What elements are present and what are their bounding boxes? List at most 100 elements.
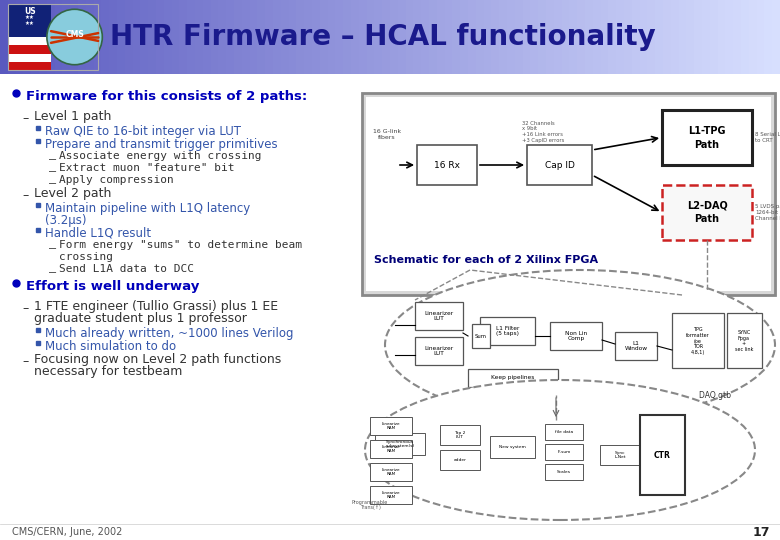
Text: Schematic for each of 2 Xilinx FPGA: Schematic for each of 2 Xilinx FPGA bbox=[374, 255, 598, 265]
Text: Scales: Scales bbox=[557, 470, 571, 474]
Bar bbox=[460, 0, 469, 74]
Bar bbox=[694, 0, 703, 74]
Bar bbox=[370, 463, 412, 481]
Bar bbox=[545, 464, 583, 480]
Text: –: – bbox=[22, 189, 28, 202]
Bar bbox=[62, 0, 71, 74]
Bar bbox=[440, 425, 480, 445]
Text: 5 LVDS pairs
1264-bit
Channel Link: 5 LVDS pairs 1264-bit Channel Link bbox=[755, 204, 780, 221]
Bar bbox=[491, 0, 500, 74]
Bar bbox=[527, 145, 592, 185]
Text: 16 Rx: 16 Rx bbox=[434, 160, 460, 170]
Bar bbox=[429, 0, 438, 74]
Text: Level 1 path: Level 1 path bbox=[34, 110, 112, 123]
Bar bbox=[727, 313, 762, 368]
Text: Programmable
Trans(↑): Programmable Trans(↑) bbox=[352, 500, 388, 510]
Bar bbox=[545, 424, 583, 440]
Bar bbox=[749, 0, 757, 74]
Bar bbox=[296, 0, 305, 74]
Bar bbox=[179, 0, 188, 74]
Bar bbox=[320, 0, 328, 74]
Bar bbox=[289, 0, 297, 74]
Text: Linearizer
LUT: Linearizer LUT bbox=[424, 346, 453, 356]
Bar bbox=[710, 0, 718, 74]
Bar bbox=[764, 0, 773, 74]
Text: Maintain pipeline with L1Q latency: Maintain pipeline with L1Q latency bbox=[45, 202, 250, 215]
Bar bbox=[662, 110, 752, 165]
Text: HTR Firmware – HCAL functionality: HTR Firmware – HCAL functionality bbox=[110, 23, 656, 51]
Text: Extract muon "feature" bit: Extract muon "feature" bit bbox=[59, 163, 235, 173]
Bar bbox=[140, 0, 149, 74]
Bar bbox=[647, 0, 656, 74]
Text: 16 G-link
fibers: 16 G-link fibers bbox=[373, 129, 401, 140]
Bar bbox=[359, 0, 367, 74]
Bar bbox=[545, 444, 583, 460]
Bar bbox=[362, 93, 775, 295]
Bar bbox=[672, 313, 724, 368]
Bar bbox=[671, 0, 679, 74]
Text: Linearize
RAM: Linearize RAM bbox=[381, 468, 400, 476]
Text: –: – bbox=[22, 355, 28, 368]
Bar bbox=[156, 0, 165, 74]
Ellipse shape bbox=[365, 380, 755, 520]
Bar bbox=[16, 0, 24, 74]
Text: L1-TPG: L1-TPG bbox=[688, 125, 725, 136]
Text: crossing: crossing bbox=[59, 252, 113, 262]
Text: Non Lin
Comp: Non Lin Comp bbox=[565, 330, 587, 341]
Bar bbox=[480, 317, 535, 345]
Text: –: – bbox=[49, 242, 56, 255]
Bar bbox=[374, 0, 383, 74]
Bar bbox=[600, 445, 640, 465]
Text: Much already written, ~1000 lines Verilog: Much already written, ~1000 lines Verilo… bbox=[45, 327, 293, 340]
Bar bbox=[366, 97, 771, 291]
Ellipse shape bbox=[385, 270, 775, 420]
Bar bbox=[109, 0, 118, 74]
Text: Linearize
RAM: Linearize RAM bbox=[381, 445, 400, 453]
Bar bbox=[8, 45, 51, 53]
Bar bbox=[515, 0, 523, 74]
Bar bbox=[8, 53, 51, 62]
Bar bbox=[390, 0, 399, 74]
Text: Synchronous
subsystem(s): Synchronous subsystem(s) bbox=[385, 440, 414, 448]
Bar bbox=[125, 0, 133, 74]
Bar bbox=[226, 0, 235, 74]
Bar bbox=[265, 0, 274, 74]
Bar bbox=[250, 0, 258, 74]
Bar bbox=[741, 0, 750, 74]
Bar bbox=[507, 0, 516, 74]
Bar bbox=[538, 0, 547, 74]
Bar bbox=[133, 0, 141, 74]
Bar bbox=[195, 0, 204, 74]
Bar bbox=[8, 4, 98, 70]
Bar bbox=[554, 0, 562, 74]
Text: L1 Filter
(5 taps): L1 Filter (5 taps) bbox=[496, 326, 519, 336]
Bar bbox=[8, 0, 16, 74]
Text: Apply compression: Apply compression bbox=[59, 175, 174, 185]
Bar bbox=[78, 0, 87, 74]
Circle shape bbox=[47, 9, 102, 65]
Bar bbox=[242, 0, 250, 74]
Bar bbox=[772, 0, 780, 74]
Bar bbox=[601, 0, 609, 74]
Text: Keep pipelines: Keep pipelines bbox=[491, 375, 534, 381]
Bar bbox=[31, 0, 40, 74]
Bar bbox=[616, 0, 625, 74]
Bar bbox=[679, 0, 687, 74]
Bar bbox=[164, 0, 172, 74]
Bar bbox=[530, 0, 539, 74]
Bar bbox=[415, 337, 463, 365]
Bar bbox=[148, 0, 157, 74]
Bar bbox=[218, 0, 227, 74]
Text: Focusing now on Level 2 path functions: Focusing now on Level 2 path functions bbox=[34, 353, 282, 366]
Bar bbox=[117, 0, 126, 74]
Text: CMS/CERN, June, 2002: CMS/CERN, June, 2002 bbox=[12, 527, 122, 537]
Bar bbox=[370, 417, 412, 435]
Bar bbox=[415, 302, 463, 330]
Text: Raw QIE to 16-bit integer via LUT: Raw QIE to 16-bit integer via LUT bbox=[45, 125, 241, 138]
Bar bbox=[585, 0, 594, 74]
Bar bbox=[281, 0, 289, 74]
Bar bbox=[55, 0, 63, 74]
Bar bbox=[445, 0, 453, 74]
Bar bbox=[663, 0, 672, 74]
Bar bbox=[523, 0, 531, 74]
